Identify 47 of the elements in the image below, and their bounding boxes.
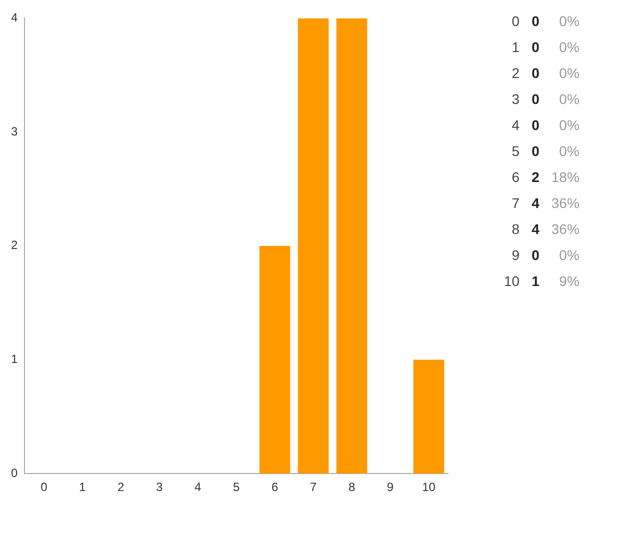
text: 0% <box>558 90 580 109</box>
x-tick-label: 10 <box>422 480 436 494</box>
category-label: 4 <box>512 117 520 133</box>
x-tick-label: 5 <box>232 480 240 494</box>
y-tick-label: 4 <box>10 10 18 25</box>
x-tick-label: 1 <box>79 480 86 494</box>
category-label: 2 <box>532 169 540 185</box>
category-label: 1 <box>532 273 540 289</box>
category-label: 5 <box>512 143 520 159</box>
y-tick-label: 3 <box>10 124 18 138</box>
category-label: 0 <box>532 117 540 133</box>
x-tick-label: 3 <box>156 480 164 494</box>
category-label: 10 <box>504 273 520 289</box>
text: 0% <box>558 12 580 31</box>
category-label: 8 <box>512 221 520 237</box>
category-label: 0 <box>532 13 540 29</box>
x-tick-label: 8 <box>348 480 356 494</box>
text: 0% <box>558 38 580 57</box>
text: 36% <box>550 194 580 213</box>
category-label: 0 <box>532 247 540 263</box>
x-tick-label: 0 <box>40 480 48 494</box>
category-label: 0 <box>512 13 520 29</box>
text: 0% <box>558 246 580 265</box>
category-label: 3 <box>512 91 520 107</box>
y-tick-label: 1 <box>10 352 18 366</box>
category-label: 7 <box>512 195 520 211</box>
x-tick-label: 7 <box>310 480 317 494</box>
category-label: 6 <box>512 169 520 185</box>
category-label: 0 <box>532 143 540 159</box>
text: 9% <box>558 272 580 291</box>
text: 0% <box>558 116 580 135</box>
y-tick-label: 0 <box>10 466 18 480</box>
category-label: 4 <box>532 195 540 211</box>
y-tick-label: 2 <box>10 238 18 252</box>
category-label: 0 <box>532 65 540 81</box>
text: 0% <box>558 64 580 83</box>
x-tick-label: 2 <box>118 480 125 494</box>
x-tick-label: 9 <box>386 480 394 494</box>
category-label: 9 <box>512 247 520 263</box>
text: 18% <box>550 168 580 187</box>
category-label: 2 <box>512 65 520 81</box>
category-label: 4 <box>532 221 540 237</box>
x-tick-label: 6 <box>271 480 278 494</box>
text: 36% <box>550 220 580 239</box>
category-label: 0 <box>532 91 540 107</box>
text: 0% <box>558 142 580 161</box>
x-tick-label: 4 <box>194 480 202 494</box>
